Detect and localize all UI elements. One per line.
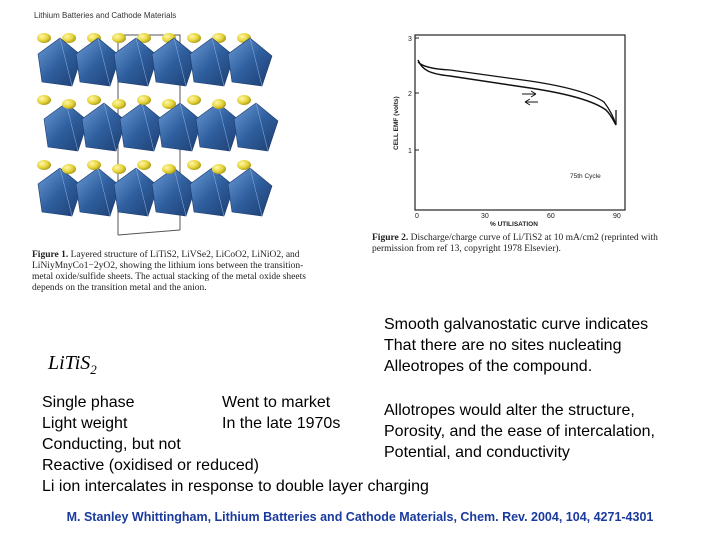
octahedron — [157, 102, 203, 152]
octahedron — [119, 102, 165, 152]
octahedron — [81, 102, 127, 152]
x-tick-label: 30 — [481, 213, 489, 220]
lithium-ion — [62, 164, 76, 174]
octahedron — [227, 37, 273, 87]
lithium-ion — [212, 164, 226, 174]
lithium-ion — [62, 33, 76, 43]
lithium-ion — [137, 160, 151, 170]
octahedron — [75, 37, 121, 87]
arrow-discharge — [522, 90, 537, 98]
octahedron — [151, 167, 197, 217]
graph-y-axis-label: CELL EMF (volts) — [393, 96, 400, 150]
octahedron — [189, 167, 235, 217]
graph-annotation: 75th Cycle — [570, 173, 601, 180]
lithium-ion — [62, 99, 76, 109]
x-tick-label: 60 — [547, 213, 555, 220]
lithium-ion — [112, 99, 126, 109]
slide-header: Lithium Batteries and Cathode Materials — [34, 11, 177, 20]
octahedron — [233, 102, 279, 152]
lithium-ion — [237, 160, 251, 170]
x-tick-label: 90 — [613, 213, 621, 220]
layered-structure-illustration — [37, 33, 279, 236]
arrow-charge — [524, 98, 538, 106]
octahedron — [113, 167, 159, 217]
y-tick-label: 2 — [408, 91, 412, 98]
lithium-ion — [187, 33, 201, 43]
lithium-ion — [112, 33, 126, 43]
octahedron — [37, 37, 83, 87]
discharge-curve-graph: 1 2 3 0 30 60 90 CELL EMF (volts) % UTILISATI… — [393, 34, 626, 228]
y-tick-label: 1 — [408, 148, 412, 155]
octahedron — [227, 167, 273, 217]
properties-list: Single phase Light weight Conducting, bu… — [42, 394, 429, 495]
lithium-ion — [237, 95, 251, 105]
lithium-ion — [212, 99, 226, 109]
graph-x-axis-label: % UTILISATION — [490, 221, 538, 228]
allotropes-note: Allotropes would alter the structure, Po… — [384, 402, 655, 461]
charge-curve — [417, 61, 617, 126]
lithium-ion — [37, 160, 51, 170]
lithium-ion — [187, 160, 201, 170]
octahedron — [43, 102, 89, 152]
citation: M. Stanley Whittingham, Lithium Batterie… — [66, 510, 654, 524]
octahedron — [37, 167, 83, 217]
octahedron — [151, 37, 197, 87]
market-note: Went to market In the late 1970s — [222, 394, 341, 432]
lithium-ion — [112, 164, 126, 174]
lithium-ion — [37, 33, 51, 43]
figure2-caption: Figure 2. Discharge/charge curve of Li/T… — [372, 233, 658, 254]
chemical-formula: LiTiS2 — [48, 352, 97, 377]
lithium-ion — [37, 95, 51, 105]
lithium-ion — [162, 99, 176, 109]
octahedron — [75, 167, 121, 217]
figure1-caption: Figure 1. Layered structure of LiTiS2, L… — [32, 250, 306, 293]
discharge-curve — [417, 59, 617, 126]
y-tick-label: 3 — [408, 36, 412, 43]
lithium-ion — [87, 95, 101, 105]
lithium-ion — [162, 164, 176, 174]
octahedron — [113, 37, 159, 87]
octahedron — [195, 102, 241, 152]
octahedron — [189, 37, 235, 87]
lithium-ion — [187, 95, 201, 105]
lithium-ion — [87, 160, 101, 170]
x-tick-label: 0 — [415, 213, 419, 220]
curve-note: Smooth galvanostatic curve indicates Tha… — [384, 316, 649, 375]
lithium-ion — [137, 95, 151, 105]
lithium-ion — [137, 33, 151, 43]
